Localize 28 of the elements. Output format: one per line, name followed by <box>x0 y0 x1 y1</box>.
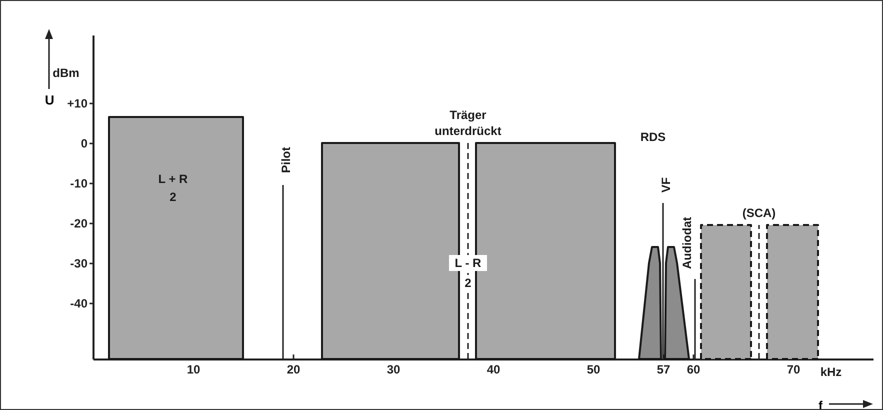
annotation: 2 <box>464 276 472 290</box>
y-axis-title: U <box>44 92 54 108</box>
y-tick-label: 0 <box>80 136 88 150</box>
x-tick-label: 70 <box>786 362 800 376</box>
y-tick-label: -40 <box>70 296 88 310</box>
annotation: RDS <box>640 130 666 144</box>
annotation: (SCA) <box>742 206 776 220</box>
annotation: unterdrückt <box>434 124 502 138</box>
y-tick-label: -10 <box>70 176 88 190</box>
x-tick-label: 57 <box>656 362 670 376</box>
x-tick-label: 30 <box>386 362 400 376</box>
annotation: Audiodat <box>680 217 694 269</box>
y-tick-label: -30 <box>70 256 88 270</box>
text: kHz <box>820 365 842 379</box>
x-tick-label: 10 <box>186 362 200 376</box>
y-tick-label: -20 <box>70 216 88 230</box>
x-tick-label: 60 <box>686 362 700 376</box>
x-tick-label: 20 <box>286 362 300 376</box>
x-tick-label: 50 <box>586 362 600 376</box>
text: dBm <box>52 66 80 80</box>
annotation: L + R <box>158 172 188 186</box>
annotation: Pilot <box>279 147 293 173</box>
annotation: L - R <box>454 256 482 270</box>
annotation: VF <box>659 177 673 193</box>
annotation: 2 <box>170 190 177 204</box>
x-tick-label: 40 <box>486 362 500 376</box>
y-tick-label: +10 <box>67 96 88 110</box>
annotation: Träger <box>450 108 487 122</box>
